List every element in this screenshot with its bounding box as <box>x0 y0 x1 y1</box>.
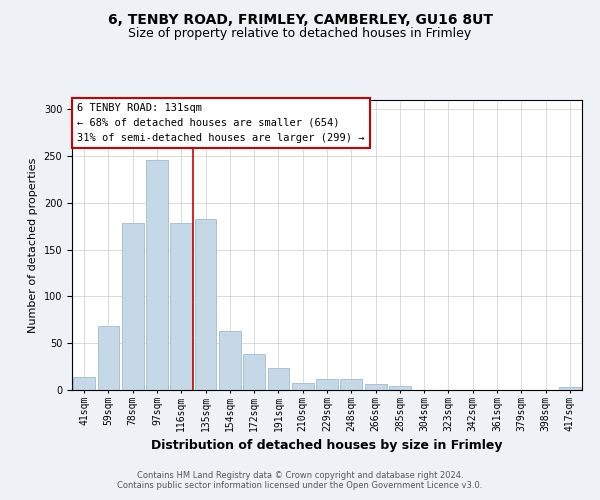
Bar <box>268 368 289 390</box>
Bar <box>170 224 192 390</box>
Text: 6 TENBY ROAD: 131sqm
← 68% of detached houses are smaller (654)
31% of semi-deta: 6 TENBY ROAD: 131sqm ← 68% of detached h… <box>77 103 365 142</box>
Bar <box>389 386 411 390</box>
Bar <box>219 331 241 390</box>
Bar <box>365 384 386 390</box>
Bar <box>73 377 95 390</box>
X-axis label: Distribution of detached houses by size in Frimley: Distribution of detached houses by size … <box>151 439 503 452</box>
Bar <box>122 224 143 390</box>
Bar <box>559 387 581 390</box>
Text: Size of property relative to detached houses in Frimley: Size of property relative to detached ho… <box>128 28 472 40</box>
Bar <box>292 382 314 390</box>
Y-axis label: Number of detached properties: Number of detached properties <box>28 158 38 332</box>
Bar <box>194 219 217 390</box>
Bar <box>146 160 168 390</box>
Text: 6, TENBY ROAD, FRIMLEY, CAMBERLEY, GU16 8UT: 6, TENBY ROAD, FRIMLEY, CAMBERLEY, GU16 … <box>107 12 493 26</box>
Bar <box>316 379 338 390</box>
Bar <box>97 326 119 390</box>
Bar <box>340 379 362 390</box>
Text: Contains HM Land Registry data © Crown copyright and database right 2024.
Contai: Contains HM Land Registry data © Crown c… <box>118 470 482 490</box>
Bar <box>243 354 265 390</box>
